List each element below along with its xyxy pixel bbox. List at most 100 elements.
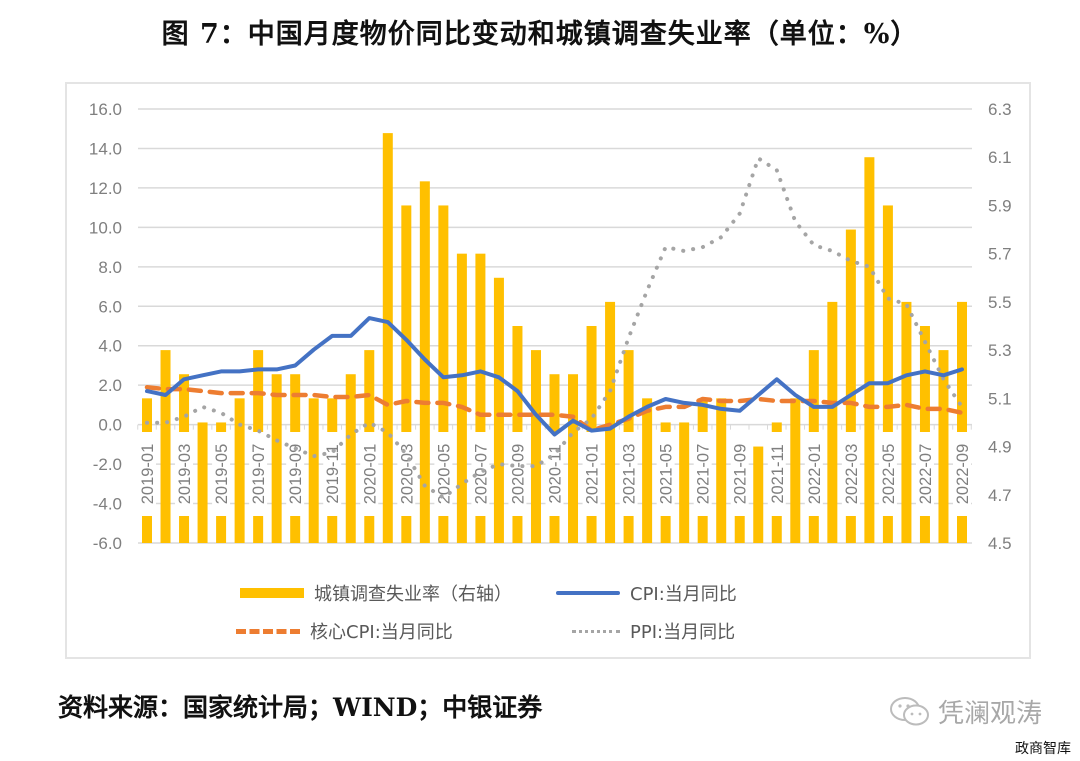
left-tick-label: 0.0 xyxy=(98,416,122,435)
x-tick-label: 2020-09 xyxy=(508,432,527,516)
legend-swatch-dotted xyxy=(572,629,620,633)
wechat-icon xyxy=(890,696,929,725)
left-tick-label: 2.0 xyxy=(98,376,122,395)
legend-swatch-dashed xyxy=(236,628,300,634)
bar-2021-04 xyxy=(642,398,653,543)
x-axis-labels: 2019-01 2019-03 2019-05 2019-07 2019-09 2019-… xyxy=(138,432,972,516)
right-tick-label: 6.3 xyxy=(988,100,1012,119)
legend-label: 核心CPI:当月同比 xyxy=(310,622,453,643)
bar-2021-08 xyxy=(716,398,727,543)
svg-text:2020-09: 2020-09 xyxy=(509,444,527,505)
svg-text:2022-09: 2022-09 xyxy=(954,444,972,505)
x-tick-label: 2020-01 xyxy=(360,432,379,516)
legend-swatch-line xyxy=(556,591,620,595)
bar-2021-02 xyxy=(605,301,616,543)
left-tick-label: -4.0 xyxy=(93,495,122,514)
core-cpi-line xyxy=(144,384,965,433)
bar-2022-08 xyxy=(938,350,949,543)
bar-2019-10 xyxy=(308,398,319,543)
chart-title: 图 7：中国月度物价同比变动和城镇调查失业率（单位：%） xyxy=(161,19,919,50)
bar-2020-06 xyxy=(456,253,467,543)
bar-2020-05 xyxy=(438,205,449,543)
bar-2021-06 xyxy=(679,422,690,543)
corner-mark: 政商智库 xyxy=(1015,741,1071,757)
right-tick-label: 4.7 xyxy=(988,486,1012,505)
x-tick-label: 2020-03 xyxy=(397,432,416,516)
price-lines xyxy=(144,156,965,500)
left-tick-label: -6.0 xyxy=(93,534,122,553)
right-tick-label: 5.9 xyxy=(988,196,1012,215)
svg-text:2021-07: 2021-07 xyxy=(695,444,713,505)
x-tick-label: 2020-05 xyxy=(434,432,453,516)
x-tick-label: 2021-09 xyxy=(730,432,750,516)
bar-2019-06 xyxy=(234,398,245,543)
svg-text:2022-01: 2022-01 xyxy=(806,444,824,505)
svg-text:2019-07: 2019-07 xyxy=(250,444,268,505)
bar-2020-12 xyxy=(568,374,579,543)
bar-2020-10 xyxy=(530,350,541,543)
svg-text:2021-11: 2021-11 xyxy=(769,444,787,503)
svg-text:2019-01: 2019-01 xyxy=(139,444,157,505)
bar-2022-02 xyxy=(827,301,838,543)
left-tick-label: 16.0 xyxy=(89,100,122,119)
x-tick-label: 2022-03 xyxy=(841,432,861,516)
right-tick-label: 4.9 xyxy=(988,438,1012,457)
bar-2019-04 xyxy=(197,422,208,543)
bar-2019-12 xyxy=(345,374,356,543)
cpi-line xyxy=(145,316,964,437)
watermark-text: 凭澜观涛 xyxy=(938,699,1043,729)
bar-2020-02 xyxy=(382,133,393,543)
svg-text:2020-07: 2020-07 xyxy=(472,444,490,505)
right-tick-label: 6.1 xyxy=(988,148,1012,167)
bar-2020-03 xyxy=(401,205,412,543)
x-tick-label: 2020-07 xyxy=(471,432,490,516)
source-note: 资料来源：国家统计局；WIND；中银证券 xyxy=(58,693,543,722)
bar-2022-03 xyxy=(845,229,856,544)
x-tick-label: 2021-01 xyxy=(582,432,602,516)
svg-text:2020-03: 2020-03 xyxy=(398,444,416,505)
svg-text:2019-09: 2019-09 xyxy=(287,444,305,505)
bar-2022-05 xyxy=(882,205,893,543)
bar-2020-07 xyxy=(475,253,486,543)
legend-ppi: PPI:当月同比 xyxy=(556,618,735,644)
right-tick-label: 4.5 xyxy=(988,534,1012,553)
x-tick-label: 2019-03 xyxy=(175,432,194,516)
bar-2020-08 xyxy=(493,277,504,543)
right-tick-label: 5.1 xyxy=(988,389,1012,408)
left-axis-ticks: 16.0 14.0 12.0 10.0 8.0 6.0 4.0 2.0 0.0 -2.0 -4.0 -… xyxy=(89,100,122,553)
x-tick-label: 2022-01 xyxy=(804,432,824,516)
legend-swatch-bar xyxy=(240,588,304,598)
x-tick-label: 2019-07 xyxy=(249,432,268,516)
svg-text:2021-01: 2021-01 xyxy=(584,444,602,505)
right-axis-ticks: 6.3 6.1 5.9 5.7 5.5 5.3 5.1 4.9 4.7 4.5 xyxy=(988,100,1012,553)
svg-text:2020-11: 2020-11 xyxy=(547,444,565,503)
svg-text:2021-03: 2021-03 xyxy=(621,444,639,505)
left-tick-label: -2.0 xyxy=(93,455,122,474)
x-tick-label: 2022-05 xyxy=(878,432,898,516)
x-tick-label: 2019-05 xyxy=(212,432,231,516)
svg-text:2022-07: 2022-07 xyxy=(917,444,935,505)
svg-text:2019-05: 2019-05 xyxy=(213,444,231,505)
svg-text:2019-03: 2019-03 xyxy=(176,444,194,505)
legend-unemployment: 城镇调查失业率（右轴） xyxy=(240,580,512,606)
svg-text:2021-05: 2021-05 xyxy=(658,444,676,505)
x-tick-label: 2019-09 xyxy=(286,432,305,516)
left-tick-label: 6.0 xyxy=(98,297,122,316)
x-tick-label: 2021-07 xyxy=(693,432,713,516)
bar-2021-12 xyxy=(790,398,801,543)
left-tick-label: 14.0 xyxy=(89,139,122,158)
x-tick-label: 2020-11 xyxy=(545,432,565,516)
svg-text:2020-01: 2020-01 xyxy=(361,444,379,505)
left-tick-label: 10.0 xyxy=(89,218,122,237)
svg-text:2022-05: 2022-05 xyxy=(880,444,898,505)
svg-text:2021-09: 2021-09 xyxy=(732,444,750,505)
bar-2021-10 xyxy=(753,446,764,543)
left-tick-label: 12.0 xyxy=(89,179,122,198)
bar-2022-06 xyxy=(901,301,912,543)
legend-core-cpi: 核心CPI:当月同比 xyxy=(236,618,453,644)
left-tick-label: 8.0 xyxy=(98,258,122,277)
bar-2022-09 xyxy=(957,301,967,543)
bar-2019-02 xyxy=(160,350,171,543)
x-tick-label: 2021-05 xyxy=(656,432,676,516)
